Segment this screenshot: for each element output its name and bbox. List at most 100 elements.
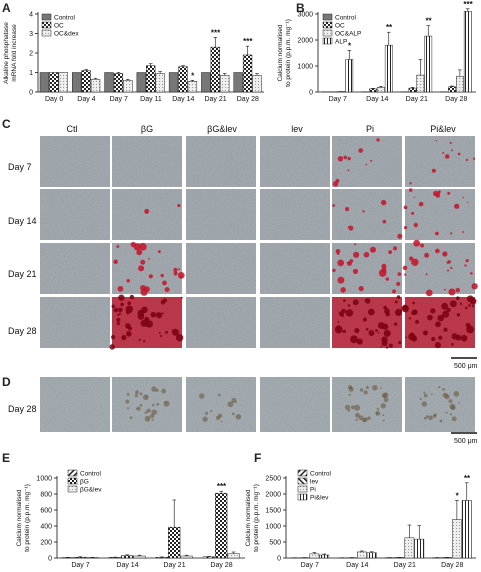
legend-swatch (297, 469, 308, 477)
x-tick-label: Day 14 (116, 562, 138, 569)
micrograph-tile (332, 136, 402, 187)
micrograph-grid: Ctl βG βG&lev lev Pi Pi&lev Day 7 Day 14… (8, 124, 478, 370)
legend-label: ALP (335, 39, 347, 46)
bar (461, 500, 472, 559)
x-tick-label: Day 7 (71, 562, 89, 569)
micrograph-tile (186, 189, 256, 240)
y-tick-label: 500 (269, 540, 281, 547)
significance-mark: ** (425, 17, 432, 26)
legend-swatch (322, 37, 333, 45)
y-tick-label: 3000 (297, 12, 313, 19)
legend-label: Control (310, 471, 332, 478)
legend-swatch (297, 477, 308, 485)
y-axis-label: Calcium normalisedto protein (p.p.m. mg⁻… (16, 484, 31, 552)
bar (227, 553, 240, 559)
bar (168, 526, 181, 559)
y-tick-label: 2000 (297, 38, 313, 45)
y-tick-label: 0 (309, 90, 313, 97)
y-tick-label: 2 (29, 51, 33, 58)
bar (121, 555, 134, 559)
bar (58, 72, 68, 93)
bar (74, 556, 87, 559)
bar (452, 519, 462, 559)
panel-letter-a: A (2, 1, 11, 15)
significance-mark: * (456, 491, 460, 500)
x-tick-label: Day 14 (172, 96, 194, 103)
micrograph-tile (40, 189, 110, 240)
x-tick-label: Day 11 (140, 96, 162, 103)
bar (136, 72, 146, 93)
bar (113, 73, 124, 93)
significance-mark: * (191, 71, 195, 80)
column-label-ctl: Ctl (67, 124, 78, 134)
column-label-pi: Pi (366, 124, 374, 134)
micrograph-tile (109, 294, 184, 350)
legend-label: Pi (310, 487, 316, 494)
y-tick-label: 400 (40, 524, 52, 531)
micrograph-tile (112, 241, 185, 296)
y-tick-label: 1000 (297, 64, 313, 71)
micrograph-tile-d (186, 377, 256, 432)
y-tick-label: 600 (40, 508, 52, 515)
legend-label: Control (335, 15, 357, 22)
x-tick-label: Day 14 (346, 562, 368, 569)
bar (215, 492, 228, 559)
bar (155, 556, 168, 559)
x-tick-label: Day 7 (301, 562, 319, 569)
x-tick-label: Day 28 (210, 562, 232, 569)
bar (377, 87, 385, 93)
row-label-d-day28: Day 28 (8, 404, 37, 414)
bar (39, 72, 50, 93)
x-tick-label: Day 7 (329, 96, 347, 103)
x-tick-label: Day 7 (110, 96, 128, 103)
micrograph-tile (40, 243, 110, 294)
bar (123, 80, 133, 93)
micrograph-tile (403, 188, 475, 240)
column-label-bg-lev: βG&lev (207, 124, 237, 134)
bar (202, 556, 215, 559)
legend-swatch (322, 21, 333, 29)
bar (210, 46, 220, 93)
x-tick-label: Day 21 (394, 562, 416, 569)
bar (81, 70, 91, 93)
micrograph-row-d: Day 28 500 μm (8, 377, 478, 445)
legend-swatch (41, 21, 52, 29)
y-tick-label: 3 (29, 31, 33, 38)
x-tick-label: Day 21 (406, 96, 428, 103)
bar (49, 72, 59, 93)
chart-f: 0 500 1000 1500 2000 2500 Calcium normalisedto… (245, 469, 476, 569)
micrograph-tile-d (112, 377, 182, 432)
y-tick-label: 0 (277, 556, 281, 563)
chart-e: 0 200 400 600 800 1000 Calcium normalisedto pr… (16, 469, 245, 569)
bar (133, 555, 146, 559)
y-tick-label: 4 (29, 12, 33, 19)
micrograph-tile (112, 189, 182, 240)
bar (357, 551, 367, 559)
y-tick-label: 1 (29, 70, 33, 77)
micrograph-tile (260, 297, 330, 348)
x-tick-label: Day 28 (441, 562, 463, 569)
micrograph-tile (332, 295, 403, 349)
column-label-pi-lev: Pi&lev (430, 124, 456, 134)
legend-label: βG&lev (80, 487, 102, 494)
significance-mark: *** (217, 482, 227, 491)
legend-swatch (41, 29, 52, 37)
x-tick-label: Day 14 (366, 96, 388, 103)
legend-swatch (67, 485, 78, 493)
micrograph-tile (260, 189, 330, 240)
micrograph-tile (401, 295, 477, 349)
significance-mark: ** (386, 23, 393, 32)
significance-mark: *** (243, 37, 253, 46)
row-label-day7: Day 7 (8, 162, 32, 172)
bar (168, 72, 179, 93)
legend-swatch (297, 485, 308, 493)
significance-mark: ** (464, 474, 471, 483)
legend-label: OC&dex (54, 31, 79, 38)
micrograph-tile-d (332, 377, 402, 432)
bar (337, 91, 346, 93)
bar (180, 555, 193, 559)
bar (384, 44, 393, 93)
significance-mark: *** (211, 28, 221, 37)
bar (242, 54, 253, 93)
